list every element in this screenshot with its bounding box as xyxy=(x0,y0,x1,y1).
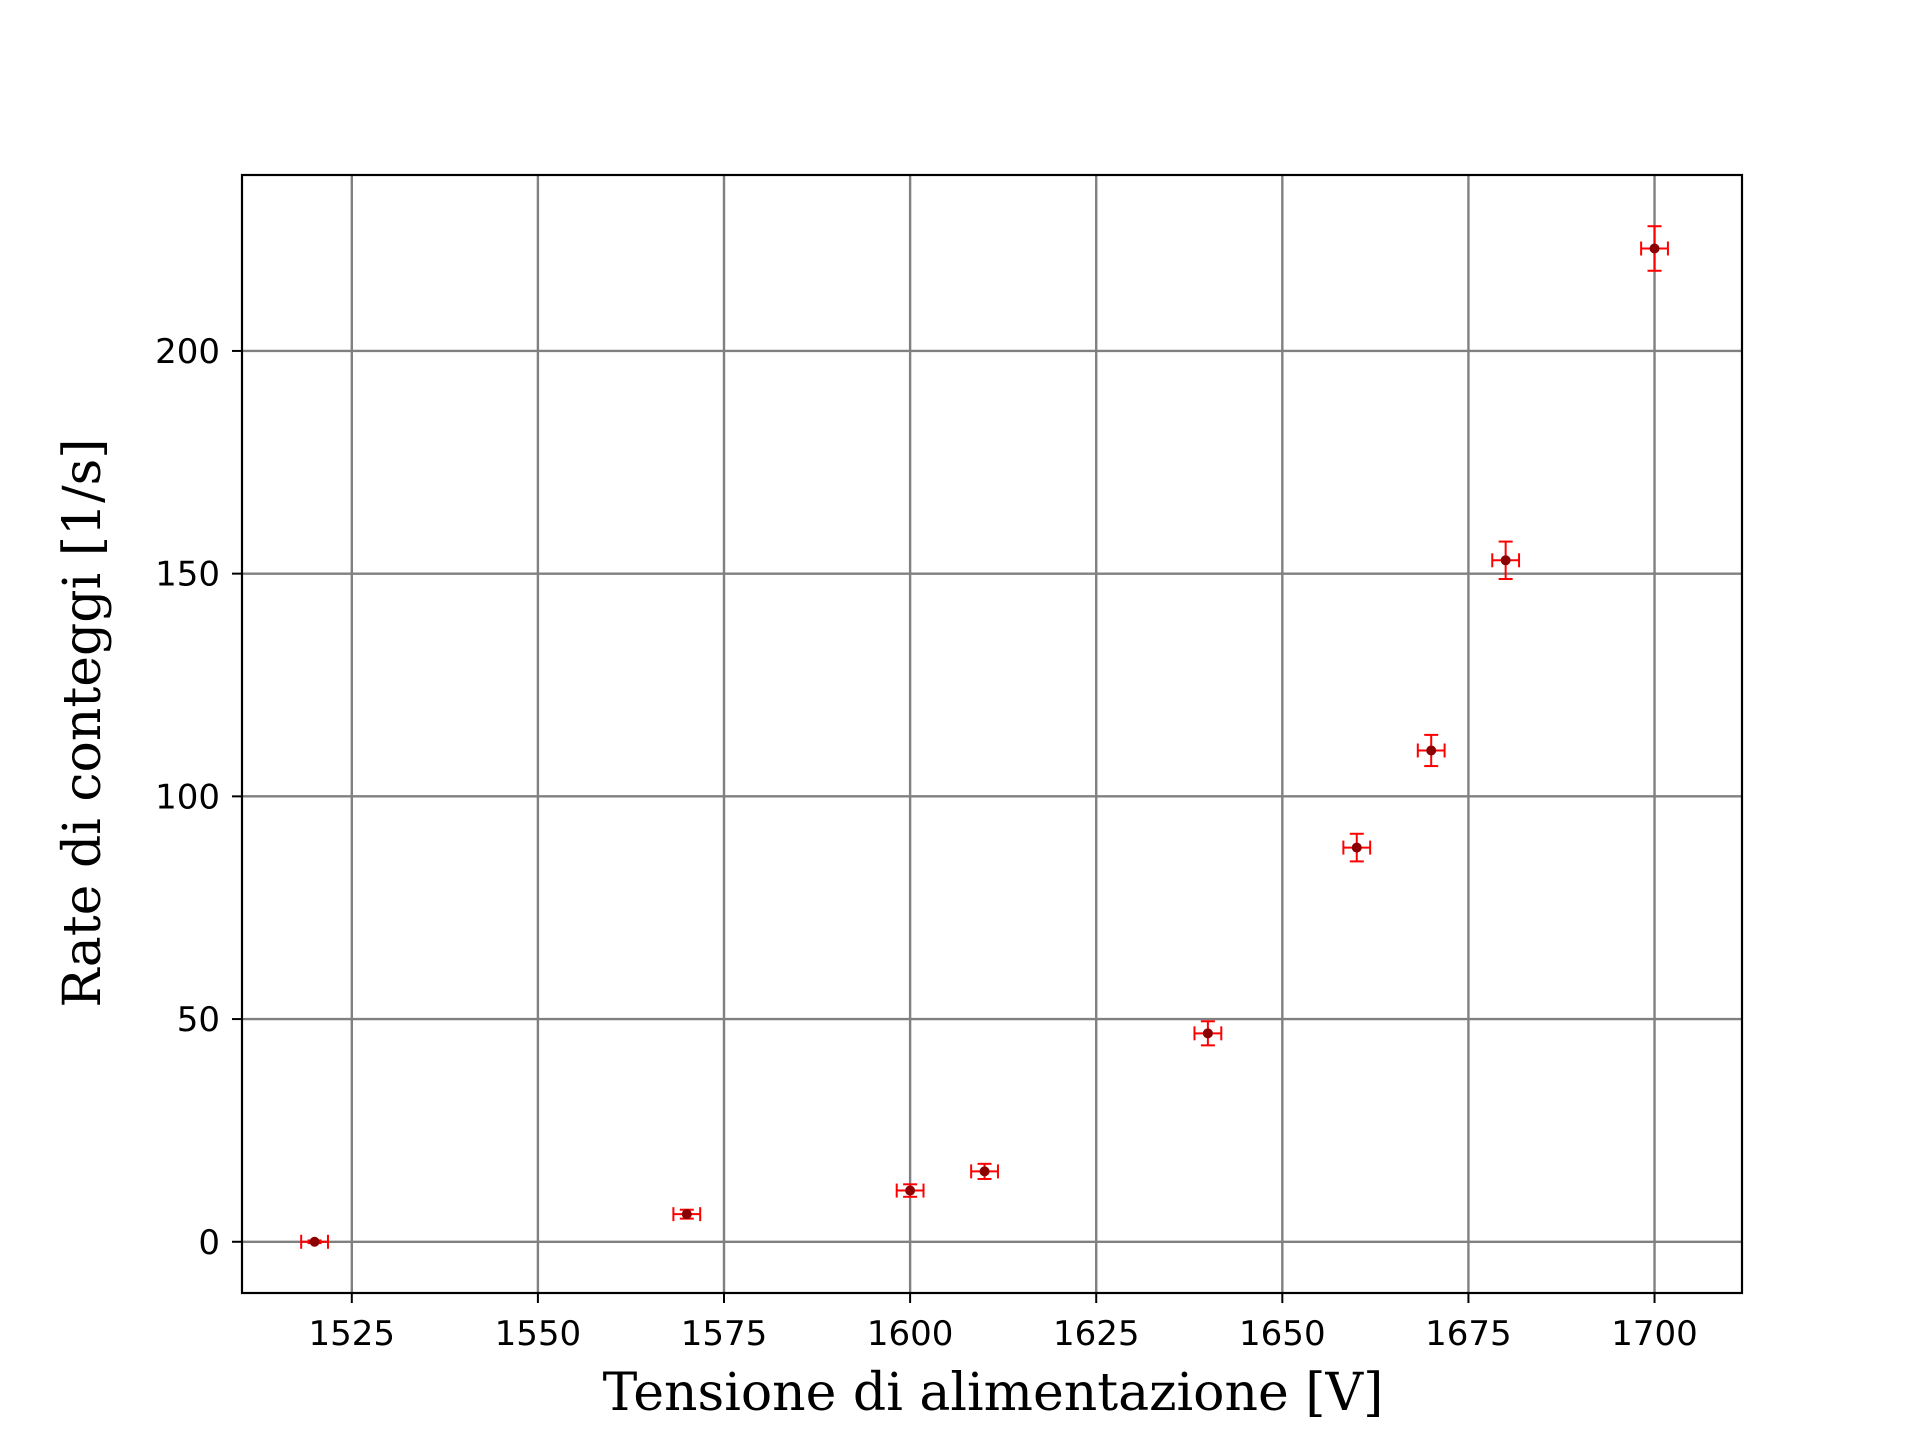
x-tick-label: 1625 xyxy=(1053,1314,1140,1354)
data-point xyxy=(970,1162,999,1180)
data-point xyxy=(1640,225,1669,272)
x-axis-label: Tensione di alimentazione [V] xyxy=(603,1363,1384,1423)
data-point xyxy=(672,1207,702,1222)
y-tick-label: 100 xyxy=(155,777,220,817)
y-tick-label: 0 xyxy=(198,1223,220,1263)
data-marker xyxy=(1202,1028,1213,1039)
x-tick-label: 1525 xyxy=(309,1314,396,1354)
data-point xyxy=(895,1183,925,1198)
x-tick-label: 1575 xyxy=(681,1314,768,1354)
y-tick-label: 50 xyxy=(177,1000,220,1040)
plot-frame xyxy=(240,173,1744,1295)
data-marker xyxy=(681,1209,692,1220)
data-point xyxy=(1342,832,1372,863)
y-tick-label: 200 xyxy=(155,332,220,372)
grid xyxy=(242,175,1742,1293)
data-marker xyxy=(979,1166,990,1177)
y-tick-label: 150 xyxy=(155,555,220,595)
x-tick-label: 1675 xyxy=(1425,1314,1512,1354)
ticks: 1525 1550 1575 1600 1625 1650 1675 1700 0 50 100 15… xyxy=(155,332,1698,1354)
x-tick-label: 1700 xyxy=(1611,1314,1698,1354)
data-point xyxy=(1416,733,1446,768)
data-marker xyxy=(1351,842,1362,853)
data-marker xyxy=(1649,243,1660,254)
data-marker xyxy=(309,1236,320,1247)
data-layer xyxy=(300,225,1669,1249)
data-marker xyxy=(1500,555,1511,566)
x-tick-label: 1550 xyxy=(495,1314,582,1354)
data-marker xyxy=(1426,745,1437,756)
y-axis-label: Rate di conteggi [1/s] xyxy=(53,438,113,1007)
data-point xyxy=(300,1234,329,1249)
x-tick-label: 1600 xyxy=(867,1314,954,1354)
data-marker xyxy=(905,1185,916,1196)
data-point xyxy=(1193,1020,1223,1047)
data-point xyxy=(1491,540,1521,580)
x-tick-label: 1650 xyxy=(1239,1314,1326,1354)
